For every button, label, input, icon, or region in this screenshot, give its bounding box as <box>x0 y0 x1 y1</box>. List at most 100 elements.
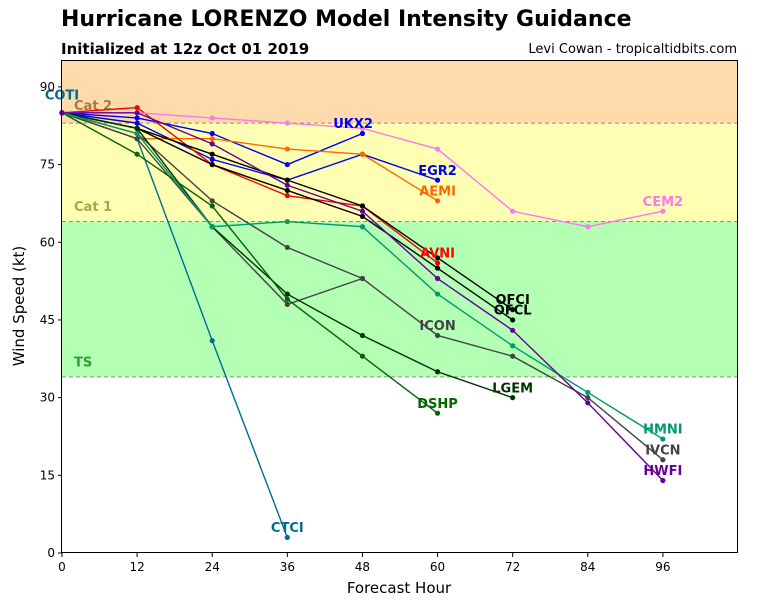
series-label-aemi: AEMI <box>419 184 456 199</box>
data-point-ofcl <box>284 187 290 194</box>
data-point-hmni <box>359 224 366 230</box>
data-point-hmni <box>134 130 140 137</box>
plot-frame <box>61 60 738 553</box>
data-point-ofcl <box>510 317 516 323</box>
series-line-egr2 <box>61 112 438 181</box>
data-point-cem2 <box>585 224 591 230</box>
x-tick-label: 96 <box>655 560 670 574</box>
series-label-ukx2: UKX2 <box>333 117 373 132</box>
series-label-ctci: CTCI <box>271 521 304 536</box>
data-point-hmni <box>434 291 441 297</box>
y-axis-label: Wind Speed (kt) <box>10 246 28 367</box>
data-point-lgem <box>284 291 290 297</box>
data-point-ofci <box>284 177 290 183</box>
data-point-ofcl <box>359 213 366 219</box>
data-point-ctci <box>209 338 215 344</box>
data-point-hwfi <box>284 182 290 188</box>
data-point-ofci <box>434 255 441 261</box>
data-point-ivcn <box>134 136 140 142</box>
x-tick-label: 84 <box>580 560 595 574</box>
data-point-cem2 <box>434 146 441 152</box>
data-point-dshp <box>134 151 140 157</box>
data-point-hmni <box>209 224 215 230</box>
series-label-icon: ICON <box>419 319 455 334</box>
data-point-icon <box>510 353 516 359</box>
data-point-hmni <box>585 389 591 396</box>
data-point-hwfi <box>585 400 591 406</box>
x-axis-label: Forecast Hour <box>347 579 452 597</box>
x-tick-label: 0 <box>58 560 66 574</box>
x-axis: 0 12 24 36 48 60 72 84 96 <box>58 553 671 574</box>
data-point-icon <box>284 244 290 251</box>
series-label-ofci: OFCI <box>496 293 530 308</box>
data-point-ctci <box>284 534 290 541</box>
data-point-egr2 <box>134 120 140 126</box>
data-point-egr2 <box>209 156 215 162</box>
data-point-hmni <box>284 218 290 225</box>
data-point-cem2 <box>209 115 215 121</box>
band-cat-2 <box>62 61 738 124</box>
data-point-hwfi <box>434 275 441 282</box>
x-tick-label: 72 <box>505 560 520 574</box>
data-point-hwfi <box>134 110 140 116</box>
band-label-ts: TS <box>74 355 92 370</box>
series-label-avni: AVNI <box>420 247 455 262</box>
x-tick-label: 24 <box>205 560 220 574</box>
data-point-cem2 <box>284 120 290 126</box>
data-point-dshp <box>434 410 441 416</box>
y-tick-label: 15 <box>40 468 55 482</box>
data-point-hwfi <box>510 327 516 333</box>
data-point-ukx2 <box>134 115 140 121</box>
data-point-ofci <box>209 151 215 157</box>
data-point-hmni <box>510 343 516 349</box>
series-label-ivcn: IVCN <box>645 443 680 458</box>
data-point-ivcn <box>359 275 366 282</box>
series-label-dshp: DSHP <box>417 397 458 412</box>
band-cat-1 <box>62 123 738 222</box>
data-point-icon <box>434 332 441 339</box>
series-label-egr2: EGR2 <box>418 164 457 179</box>
data-point-ofcl <box>209 161 215 168</box>
data-point-ukx2 <box>209 130 215 137</box>
data-point-lgem <box>434 369 441 375</box>
data-point-dshp <box>359 353 366 359</box>
data-point-aemi <box>434 198 441 204</box>
series-hwfi <box>59 110 666 484</box>
series-label-cem2: CEM2 <box>643 195 683 210</box>
data-point-aemi <box>359 151 366 157</box>
data-point-hwfi <box>209 141 215 147</box>
data-point-hwfi <box>359 208 366 214</box>
data-point-cem2 <box>660 208 666 214</box>
y-tick-label: 45 <box>40 313 55 327</box>
plot-lines <box>59 105 666 541</box>
x-tick-label: 60 <box>430 560 445 574</box>
series-label-hmni: HMNI <box>643 423 683 438</box>
y-tick-label: 60 <box>40 235 55 249</box>
series-label-hwfi: HWFI <box>643 464 682 479</box>
x-tick-label: 36 <box>280 560 295 574</box>
data-point-ofcl <box>434 265 441 271</box>
data-point-dshp <box>284 296 290 302</box>
data-point-avni <box>284 193 290 199</box>
data-point-aemi <box>209 136 215 142</box>
y-tick-label: 75 <box>40 158 55 172</box>
data-point-icon <box>209 198 215 204</box>
x-tick-label: 12 <box>129 560 144 574</box>
data-point-lgem <box>359 332 366 339</box>
data-point-egr2 <box>434 177 441 183</box>
band-ts <box>62 221 738 377</box>
band-label-cat-1: Cat 1 <box>74 200 112 215</box>
data-point-lgem <box>510 395 516 401</box>
data-point-lgem <box>134 125 140 131</box>
data-point-ofci <box>510 306 516 313</box>
chart-subtitle: Initialized at 12z Oct 01 2019 <box>61 40 310 58</box>
series-label-lgem: LGEM <box>492 381 533 396</box>
y-tick-label: 0 <box>47 546 55 560</box>
y-tick-label: 90 <box>40 80 55 94</box>
data-point-ukx2 <box>284 161 290 168</box>
chart-title: Hurricane LORENZO Model Intensity Guidan… <box>61 7 632 32</box>
series-line-dshp <box>61 112 438 414</box>
data-point-hmni <box>660 436 666 442</box>
series-labels: CTCICOTIUKX2EGR2AEMIAVNICEM2OFCIOFCLICON… <box>45 89 683 536</box>
